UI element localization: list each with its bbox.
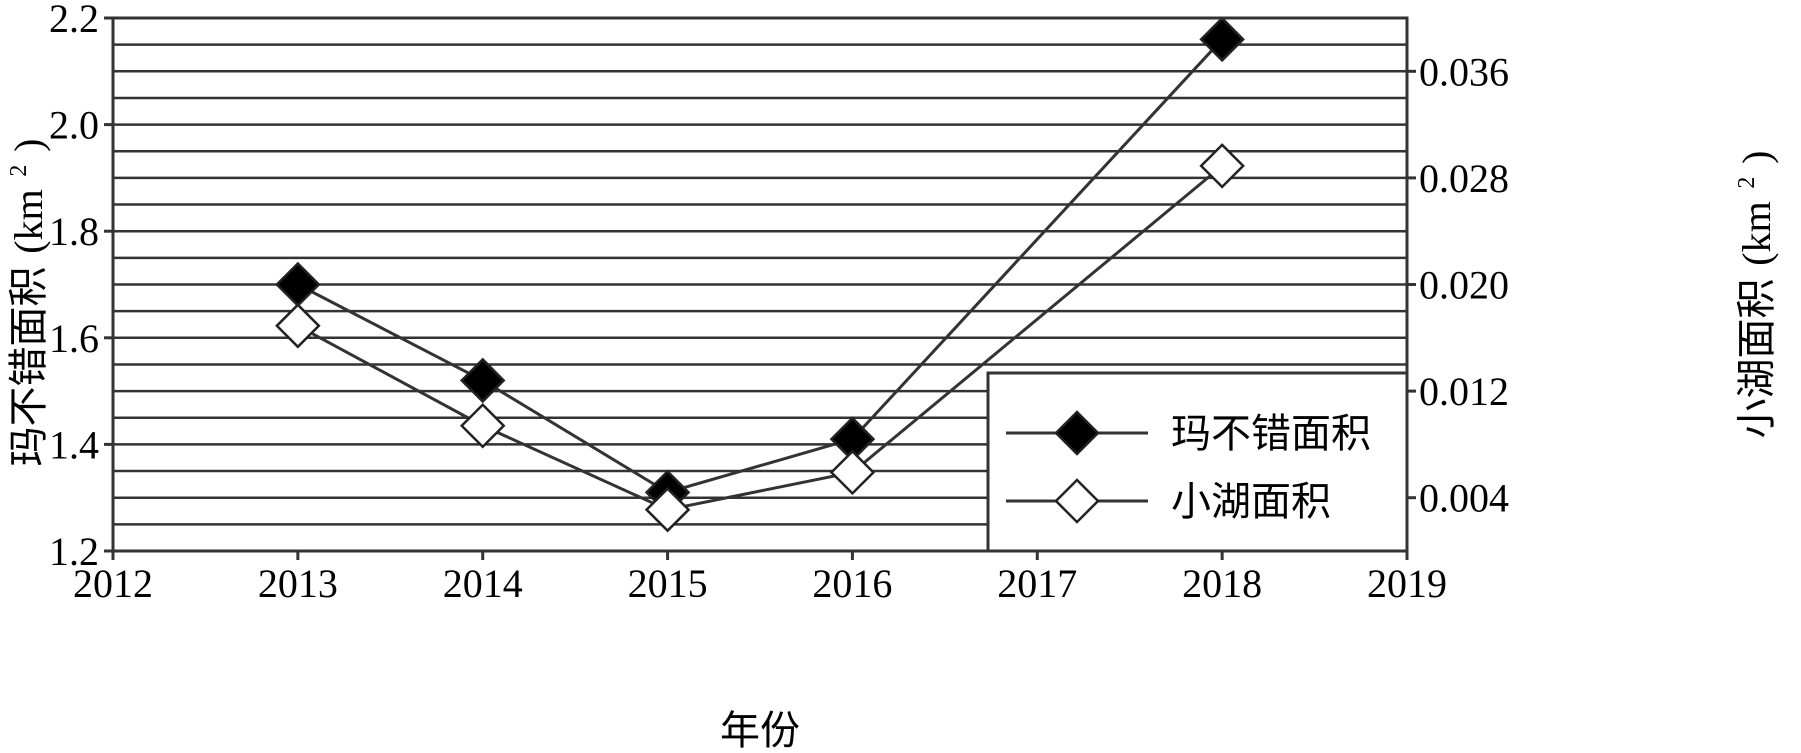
legend-label: 玛不错面积: [1171, 411, 1371, 457]
legend-filled-diamond: [1054, 410, 1100, 456]
data-point-hollow-diamond: [275, 303, 321, 349]
data-point-hollow-diamond: [459, 402, 506, 449]
y-axis-right-unit-prefix: (km: [1734, 201, 1779, 265]
y-left-tick-label: 2.0: [49, 103, 99, 148]
x-tick-label: 2012: [73, 561, 153, 606]
x-tick-label: 2018: [1182, 561, 1262, 606]
y-axis-right-unit-suffix: ): [1734, 151, 1779, 164]
x-axis-title: 年份: [720, 708, 800, 753]
series-layer: [275, 16, 1245, 533]
y-left-tick-label: 1.6: [49, 316, 99, 361]
x-tick-label: 2019: [1367, 561, 1447, 606]
legend-label: 小湖面积: [1171, 479, 1331, 525]
x-tick-label: 2014: [443, 561, 523, 606]
y-axis-left-unit-prefix: (km: [6, 189, 51, 253]
y-left-tick-label: 2.2: [49, 0, 99, 41]
y-left-tick-label: 1.8: [49, 209, 99, 254]
x-tick-label: 2015: [628, 561, 708, 606]
y-left-tick-label: 1.2: [49, 529, 99, 574]
y-left-tick-label: 1.4: [49, 422, 99, 467]
x-tick-label: 2017: [997, 561, 1077, 606]
series-2: [275, 143, 1245, 533]
y-axis-left-unit-sup: 2: [6, 165, 32, 177]
data-point-filled-diamond: [275, 261, 321, 308]
data-point-hollow-diamond: [829, 449, 876, 496]
data-point-filled-diamond: [459, 357, 506, 404]
y-right-tick-label: 0.004: [1419, 476, 1509, 521]
y-axis-right-unit-sup: 2: [1734, 177, 1760, 189]
y-right-tick-label: 0.028: [1419, 156, 1509, 201]
legend-item: 小湖面积: [1006, 478, 1331, 525]
data-point-filled-diamond: [1199, 16, 1245, 63]
y-axis-right-title: 小湖面积 (km 2 ): [1718, 151, 1780, 439]
x-tick-label: 2013: [258, 561, 338, 606]
y-axis-left-label: 玛不错面积: [6, 266, 52, 466]
y-axis-right-label: 小湖面积: [1734, 278, 1780, 438]
legend-hollow-diamond: [1054, 478, 1100, 524]
y-right-tick-label: 0.020: [1419, 263, 1509, 308]
legend-box: [986, 371, 1409, 553]
y-axis-left-unit-suffix: ): [6, 139, 51, 152]
data-point-hollow-diamond: [644, 486, 691, 533]
y-right-tick-label: 0.036: [1419, 49, 1509, 94]
ticks: 2012 2013 2014 2015 2016 2017 2018 2019 1.2 1.4 1.…: [49, 0, 1509, 606]
x-tick-label: 2016: [812, 561, 892, 606]
y-right-tick-label: 0.012: [1419, 369, 1509, 414]
legend-item: 玛不错面积: [1006, 410, 1371, 457]
y-axis-left-title: 玛不错面积 (km 2 ): [0, 139, 52, 467]
data-point-hollow-diamond: [1199, 143, 1245, 189]
